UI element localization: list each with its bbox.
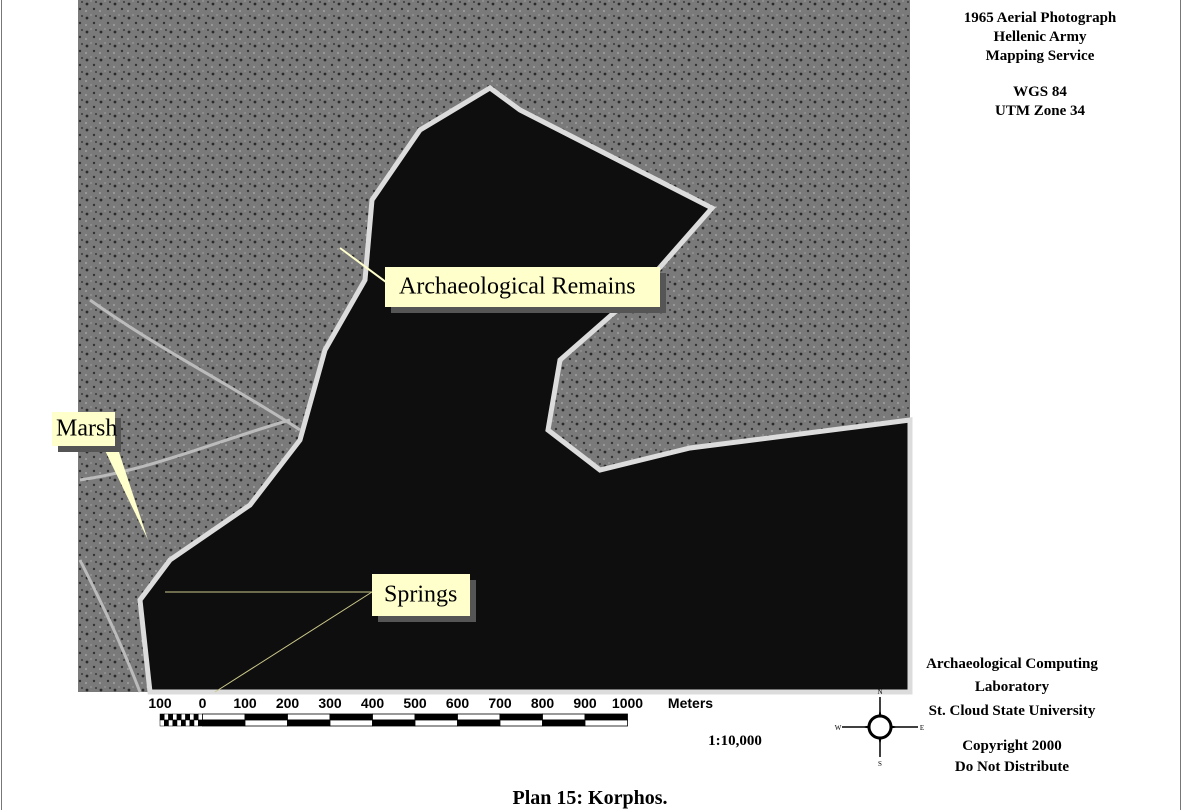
scale-ratio: 1:10,000 (708, 733, 762, 749)
scale-tick-label: 300 (318, 695, 342, 711)
scale-cell (177, 720, 181, 726)
label: Springs (384, 582, 457, 608)
scale-cell (203, 720, 246, 726)
label: Marsh (56, 416, 117, 442)
caption: Plan 15: Korphos. (512, 787, 667, 809)
scale-tick-label: 400 (361, 695, 385, 711)
scale-tick-label: 200 (276, 695, 300, 711)
scale-cell (415, 720, 458, 726)
scale-cell (373, 714, 416, 720)
scale-cell (415, 714, 458, 720)
aerial-photo (78, 0, 910, 692)
info-line: 1965 Aerial Photograph (964, 10, 1117, 26)
scale-cell (373, 720, 416, 726)
compass-e: E (920, 724, 924, 732)
scale-cell (194, 720, 198, 726)
scale-cell (169, 714, 173, 720)
scale-tick-label: 0 (199, 695, 207, 711)
compass-w: W (835, 724, 842, 732)
scale-cell (245, 714, 288, 720)
scale-cell (288, 720, 331, 726)
scale-tick-label: 900 (573, 695, 597, 711)
compass-s: S (878, 760, 882, 768)
copyright: Copyright 2000 (962, 738, 1062, 754)
scale-cell (177, 714, 181, 720)
scale-cell (330, 714, 373, 720)
scale-cell (181, 720, 185, 726)
scale-cell (160, 714, 164, 720)
scale-cell (190, 714, 194, 720)
scale-cell (458, 720, 501, 726)
credit: Laboratory (975, 679, 1050, 695)
scale-cell (500, 714, 543, 720)
scale-cell (173, 714, 177, 720)
scale-cell (198, 714, 202, 720)
scale-cell (288, 714, 331, 720)
scale-cell (330, 720, 373, 726)
scale-cell (164, 714, 168, 720)
scale-cell (160, 720, 164, 726)
scale-tick-label: 500 (403, 695, 427, 711)
scale-cell (164, 720, 168, 726)
compass: N E S W (835, 688, 924, 768)
scale-cell (203, 714, 246, 720)
scale-cell (181, 714, 185, 720)
compass-n: N (877, 688, 882, 696)
scale-cell (245, 720, 288, 726)
scale-cell (585, 720, 628, 726)
scale-tick-label: 700 (488, 695, 512, 711)
scale-cell (186, 714, 190, 720)
scale-tick-label: 100 (233, 695, 257, 711)
scale-unit: Meters (668, 695, 713, 711)
scale-cell (169, 720, 173, 726)
scale-tick-label: 1000 (612, 695, 643, 711)
label: Archaeological Remains (399, 274, 636, 300)
scale-cell (190, 720, 194, 726)
scale-cell (500, 720, 543, 726)
scale-cell (458, 714, 501, 720)
scale-cell (186, 720, 190, 726)
scale-tick-label: 100 (148, 695, 172, 711)
scale-tick-label: 800 (531, 695, 555, 711)
scale-cell (173, 720, 177, 726)
scale-cell (543, 714, 586, 720)
map-page: Archaeological Remains Marsh Springs 196… (0, 0, 1182, 810)
scale-cell (543, 720, 586, 726)
copyright: Do Not Distribute (955, 759, 1069, 775)
credit: St. Cloud State University (929, 703, 1096, 719)
scale-tick-label: 600 (446, 695, 470, 711)
info-line: Mapping Service (986, 48, 1095, 64)
scale-cell (198, 720, 202, 726)
info-line: UTM Zone 34 (995, 103, 1086, 119)
scale-cell (585, 714, 628, 720)
info-line: WGS 84 (1013, 84, 1067, 100)
info-line: Hellenic Army (994, 29, 1087, 45)
scale-cell (194, 714, 198, 720)
credit: Archaeological Computing (926, 656, 1098, 672)
